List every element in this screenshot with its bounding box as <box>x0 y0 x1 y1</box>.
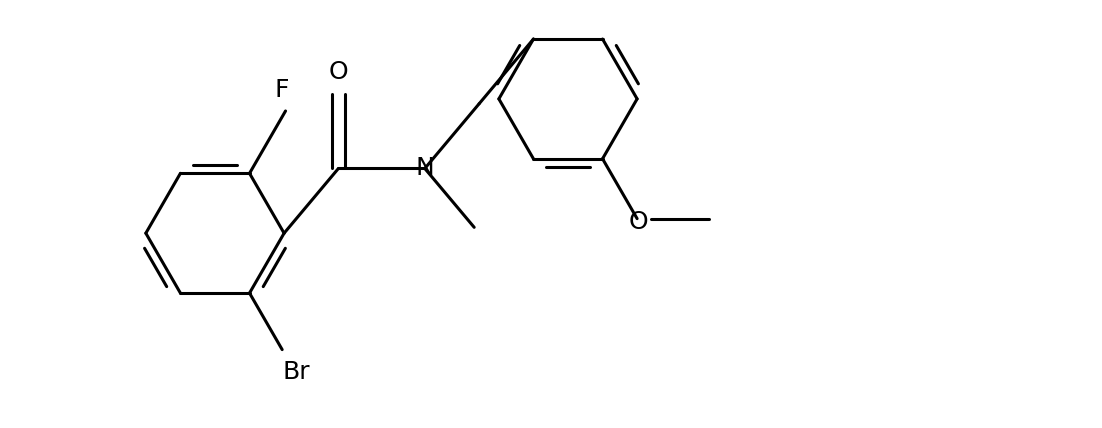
Text: O: O <box>628 211 648 235</box>
Text: O: O <box>328 60 348 84</box>
Text: N: N <box>415 155 434 179</box>
Text: F: F <box>274 78 289 102</box>
Text: Br: Br <box>283 360 311 383</box>
